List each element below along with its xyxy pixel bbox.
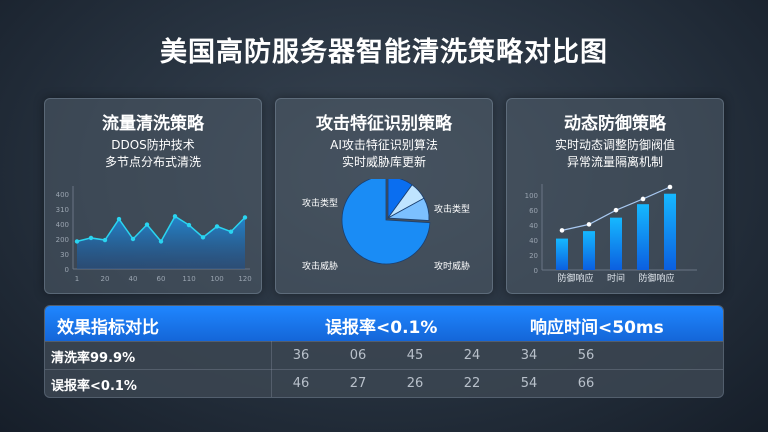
table-row: 清洗率99.9% 36 06 45 24 34 56 [45,341,723,369]
data-point [186,222,192,228]
pie-label: 攻击类型 [302,197,338,209]
y-tick-label: 400 [56,221,69,229]
card-line: 实时动态调整防御阀值 [554,138,675,152]
x-tick-label: 100 [210,275,223,283]
card-title: 动态防御策略 [564,114,666,134]
data-point [144,222,150,227]
y-tick-label: 20 [529,252,538,260]
trend-point [586,222,592,227]
pie-slice [341,179,431,265]
y-tick-label: 100 [525,192,538,200]
divider [271,341,272,397]
x-tick-label: 20 [101,275,110,283]
y-tick-label: 0 [534,267,538,275]
data-point [200,235,206,240]
data-point [88,235,94,241]
data-point [214,224,220,229]
bar [583,231,595,270]
y-tick-label: 40 [529,237,538,245]
data-point [102,237,108,243]
pie-slice [386,197,430,221]
table-header: 效果指标对比 误报率<0.1% 响应时间<50ms [45,306,723,341]
table-cell: 36 [292,348,310,363]
card-line: DDOS防护技术 [111,138,195,152]
y-tick-label: 60 [529,207,538,215]
trend-point [640,196,646,202]
data-point [242,215,248,220]
pie-label: 攻击类型 [434,203,470,215]
table-cell: 22 [463,376,481,391]
y-tick-label: 400 [56,191,69,199]
card-traffic-cleaning: 流量清洗策略 DDOS防护技术 多节点分布式清洗 0 30 200 400 310 400… [44,98,262,294]
table-cell: 45 [406,348,424,363]
trend-point [667,184,673,190]
card-dynamic-defense: 动态防御策略 实时动态调整防御阀值 异常流量隔离机制 0 20 40 40 60 100 防… [506,98,724,294]
page-title: 美国高防服务器智能清洗策略对比图 [160,37,608,68]
x-tick-label: 1 [75,275,79,283]
bar [637,204,649,270]
row-label: 误报率<0.1% [51,379,137,394]
card-title: 攻击特征识别策略 [316,114,452,134]
bar [664,193,676,270]
x-tick-label: 防御响应 [638,272,674,284]
table-cell: 66 [577,376,595,391]
x-tick-label: 时间 [607,272,625,284]
data-point [74,239,80,244]
row-label: 清洗率99.9% [51,351,136,366]
card-title: 流量清洗策略 [102,114,204,134]
card-attack-recognition: 攻击特征识别策略 AI攻击特征识别算法 实时威胁库更新 攻击类型 攻击类型 攻时威胁… [275,98,493,294]
data-point [130,236,136,242]
table-cell: 34 [520,348,538,363]
y-tick-label: 30 [60,251,69,259]
data-point [172,214,178,219]
trend-point [613,207,619,213]
x-tick-label: 40 [129,275,138,283]
table-row: 误报率<0.1% 46 27 26 22 54 66 [45,369,723,397]
pie-label: 攻击威胁 [302,260,338,272]
table-cell: 26 [406,376,424,391]
data-point [158,239,164,244]
table-cell: 27 [349,376,367,391]
trend-point [559,228,565,233]
data-point [116,216,122,222]
x-tick-label: 防御响应 [557,272,593,284]
data-point [228,229,234,234]
bar [556,238,568,270]
y-tick-label: 0 [65,266,69,274]
table-cell: 54 [520,376,538,391]
table-cell: 46 [292,376,310,391]
table-cell: 56 [577,348,595,363]
header-cell: 响应时间<50ms [530,318,664,338]
x-tick-label: 120 [238,275,251,283]
header-cell: 效果指标对比 [57,318,159,338]
x-tick-label: 60 [157,275,166,283]
y-tick-label: 200 [56,236,69,244]
card-line: 实时威胁库更新 [341,155,426,169]
table-cell: 06 [349,348,367,363]
card-line: 异常流量隔离机制 [566,155,663,169]
header-cell: 误报率<0.1% [325,318,438,338]
x-tick-label: 110 [182,275,195,283]
table-cell: 24 [463,348,481,363]
card-line: 多节点分布式清洗 [104,155,201,169]
y-tick-label: 40 [529,222,538,230]
metrics-table: 效果指标对比 误报率<0.1% 响应时间<50ms 清洗率99.9% 36 06 45… [44,305,724,398]
card-line: AI攻击特征识别算法 [330,138,438,152]
y-tick-label: 310 [56,206,69,214]
bar-chart: 0 20 40 40 60 100 防御响应 时间 防御响应 [525,184,697,284]
bar [610,217,622,270]
pie-label: 攻时威胁 [434,260,470,272]
